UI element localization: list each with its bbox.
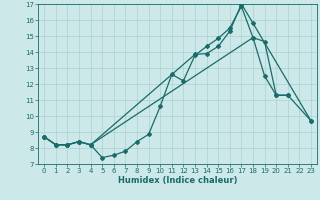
- X-axis label: Humidex (Indice chaleur): Humidex (Indice chaleur): [118, 176, 237, 185]
